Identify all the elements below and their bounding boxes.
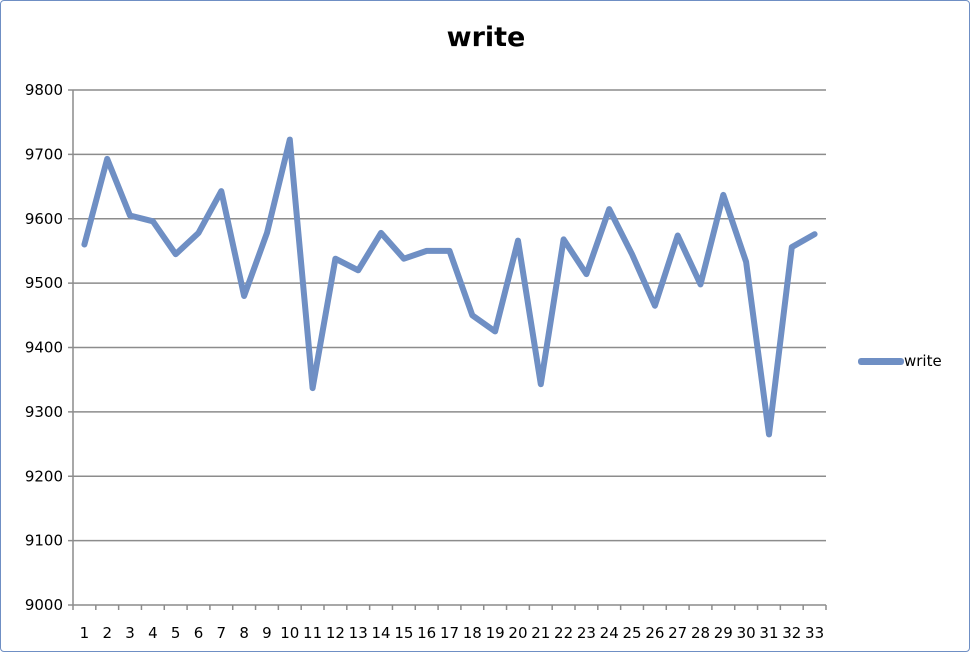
x-tick-label: 32 xyxy=(782,624,801,642)
x-tick-label: 21 xyxy=(531,624,550,642)
legend-swatch xyxy=(858,357,904,365)
data-point xyxy=(243,295,245,297)
x-tick-label: 11 xyxy=(303,624,322,642)
x-tick-label: 8 xyxy=(239,624,249,642)
data-point xyxy=(175,253,177,255)
data-point xyxy=(471,314,473,316)
series-line xyxy=(81,136,818,438)
x-tick-label: 7 xyxy=(217,624,227,642)
x-tick-label: 33 xyxy=(805,624,824,642)
y-tick-label: 9500 xyxy=(25,274,63,292)
data-point xyxy=(517,240,519,242)
data-point xyxy=(129,215,131,217)
x-tick-label: 27 xyxy=(668,624,687,642)
x-tick-label: 23 xyxy=(577,624,596,642)
data-point xyxy=(745,261,747,263)
data-point xyxy=(608,208,610,210)
data-point xyxy=(494,330,496,332)
data-point xyxy=(380,232,382,234)
x-tick-label: 4 xyxy=(148,624,158,642)
legend-label: write xyxy=(904,352,942,370)
x-tick-label: 14 xyxy=(371,624,390,642)
y-tick-label: 9200 xyxy=(25,467,63,485)
x-tick-label: 16 xyxy=(417,624,436,642)
y-tick-label: 9600 xyxy=(25,210,63,228)
data-point xyxy=(449,250,450,252)
y-tick-label: 9300 xyxy=(25,403,63,421)
y-tick-label: 9100 xyxy=(25,532,63,550)
x-tick-label: 25 xyxy=(622,624,641,642)
data-point xyxy=(83,244,85,245)
x-tick-label: 3 xyxy=(125,624,135,642)
x-tick-label: 26 xyxy=(645,624,664,642)
x-tick-label: 6 xyxy=(194,624,204,642)
x-tick-label: 19 xyxy=(486,624,505,642)
y-tick-label: 9000 xyxy=(25,596,63,614)
legend: write xyxy=(858,350,942,372)
data-point xyxy=(426,250,428,252)
data-point xyxy=(768,433,770,435)
x-tick-label: 30 xyxy=(737,624,756,642)
x-tick-label: 28 xyxy=(691,624,710,642)
data-point xyxy=(814,233,816,235)
x-tick-label: 10 xyxy=(280,624,299,642)
x-tick-label: 12 xyxy=(326,624,345,642)
data-point xyxy=(540,383,542,385)
x-tick-label: 1 xyxy=(80,624,90,642)
data-point xyxy=(722,194,724,196)
data-point xyxy=(791,246,793,248)
x-tick-label: 29 xyxy=(714,624,733,642)
data-point xyxy=(631,253,633,255)
x-tick-label: 24 xyxy=(600,624,619,642)
y-tick-label: 9400 xyxy=(25,339,63,357)
chart-title: write xyxy=(446,22,526,53)
data-point xyxy=(266,232,268,234)
y-tick-label: 9800 xyxy=(25,81,63,99)
x-tick-label: 5 xyxy=(171,624,181,642)
y-tick-label: 9700 xyxy=(25,145,63,163)
x-tick-label: 18 xyxy=(463,624,482,642)
data-point xyxy=(220,190,222,192)
data-point xyxy=(403,258,405,260)
x-tick-label: 17 xyxy=(440,624,459,642)
x-tick-label: 31 xyxy=(759,624,778,642)
data-point xyxy=(563,238,565,240)
x-tick-label: 22 xyxy=(554,624,573,642)
data-point xyxy=(654,305,656,307)
data-point xyxy=(312,387,314,389)
x-tick-label: 9 xyxy=(262,624,272,642)
data-point xyxy=(585,273,587,275)
data-point xyxy=(152,220,154,222)
data-point xyxy=(289,139,291,141)
data-point xyxy=(334,258,336,260)
data-point xyxy=(357,269,359,271)
data-point xyxy=(106,158,108,160)
data-point xyxy=(198,232,199,234)
x-tick-label: 20 xyxy=(508,624,527,642)
data-point xyxy=(677,234,679,236)
x-tick-label: 13 xyxy=(349,624,368,642)
x-tick-label: 2 xyxy=(102,624,112,642)
data-point xyxy=(700,283,701,285)
x-tick-label: 15 xyxy=(394,624,413,642)
